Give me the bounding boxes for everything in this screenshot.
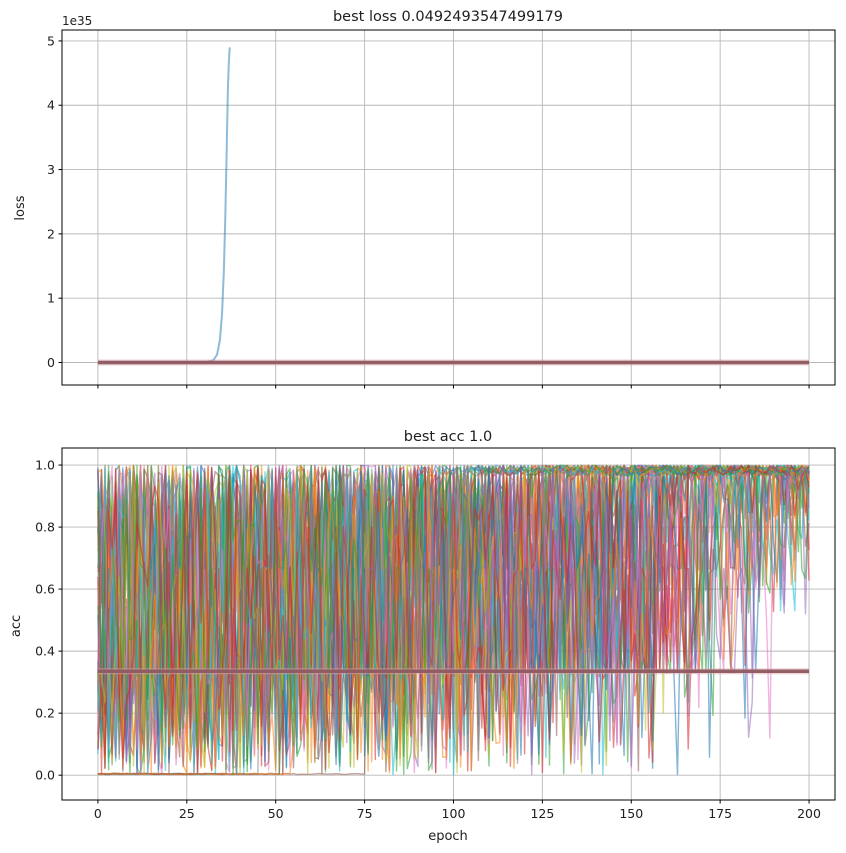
y-tick-label: 4 bbox=[47, 98, 55, 113]
x-tick-label: 75 bbox=[357, 806, 373, 821]
accuracy-run-line bbox=[97, 464, 810, 774]
loss-chart-title: best loss 0.0492493547499179 bbox=[333, 9, 563, 25]
y-tick-label: 0 bbox=[47, 355, 55, 370]
x-tick-label: 150 bbox=[619, 806, 643, 821]
loss-axis-offset-text: 1e35 bbox=[62, 14, 92, 28]
x-tick-label: 175 bbox=[708, 806, 732, 821]
loss-chart: 0 1 2 3 4 5 bbox=[47, 29, 836, 389]
loss-y-axis-label: loss bbox=[13, 195, 28, 220]
x-tick-label: 125 bbox=[530, 806, 554, 821]
acc-axes-spine bbox=[61, 447, 836, 801]
y-tick-label: 0.4 bbox=[35, 644, 55, 659]
x-tick-label: 25 bbox=[179, 806, 195, 821]
y-tick-label: 2 bbox=[47, 226, 55, 241]
y-tick-label: 0.2 bbox=[35, 706, 55, 721]
diverged-run-loss-line bbox=[97, 47, 231, 364]
y-tick-label: 0.0 bbox=[35, 768, 55, 783]
acc-chart-title: best acc 1.0 bbox=[404, 429, 492, 445]
y-tick-label: 0.6 bbox=[35, 582, 55, 597]
loss-axes-spine bbox=[61, 29, 836, 386]
accuracy-run-line bbox=[97, 464, 810, 770]
x-tick-label: 50 bbox=[268, 806, 284, 821]
x-tick-label: 0 bbox=[94, 806, 102, 821]
x-tick-label: 200 bbox=[797, 806, 821, 821]
y-tick-label: 1.0 bbox=[35, 458, 55, 473]
y-tick-label: 1 bbox=[47, 291, 55, 306]
y-tick-label: 3 bbox=[47, 162, 55, 177]
acc-chart: 0 25 50 75 100 125 150 175 200 0.0 0.2 0.4 0.6 0.8 1.0 bbox=[35, 447, 836, 821]
y-tick-label: 5 bbox=[47, 33, 55, 48]
x-tick-label: 100 bbox=[442, 806, 466, 821]
acc-x-axis-label: epoch bbox=[428, 829, 468, 844]
acc-y-axis-label: acc bbox=[9, 615, 24, 637]
y-tick-label: 0.8 bbox=[35, 520, 55, 535]
